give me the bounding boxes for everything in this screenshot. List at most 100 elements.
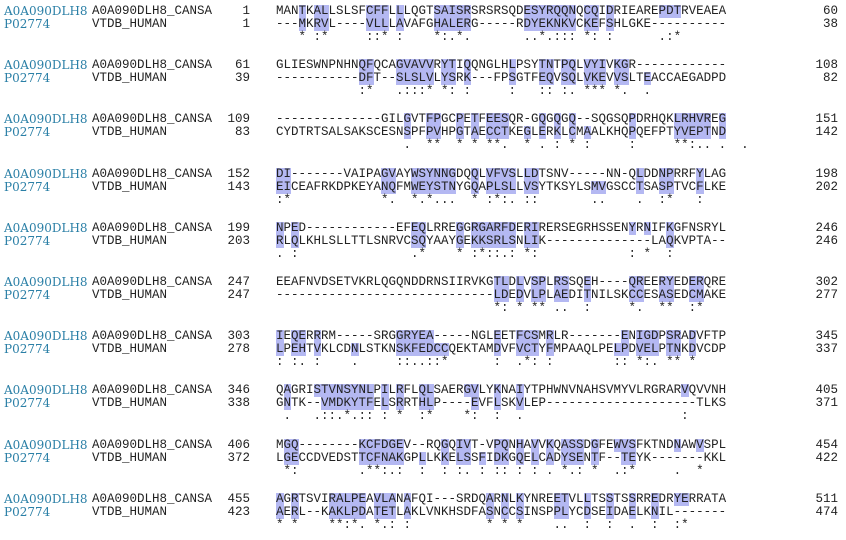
- residue-highlight: [471, 234, 479, 248]
- residue-highlight: [396, 343, 404, 357]
- residue-highlight: [531, 167, 539, 181]
- end-position: 202: [815, 179, 838, 194]
- residue-highlight: [283, 438, 291, 452]
- sequence: RLQLKHLSLLTTLSNRVCSQYAAYGEKKSRLSNLIK----…: [276, 233, 727, 248]
- residue-highlight: [276, 330, 284, 344]
- residue-highlight: [561, 451, 569, 465]
- residue-highlight: [448, 72, 456, 86]
- residue-highlight: [583, 5, 591, 18]
- residue-highlight: [418, 384, 426, 398]
- residue-highlight: [591, 180, 599, 194]
- sequence-id: A0A090DLH8: [4, 275, 88, 289]
- residue-highlight: [328, 384, 336, 398]
- start-position: 203: [227, 233, 250, 248]
- residue-highlight: [568, 113, 576, 127]
- residue-highlight: [403, 59, 411, 73]
- residue-highlight: [531, 451, 539, 465]
- residue-highlight: [508, 72, 516, 86]
- residue-highlight: [636, 343, 644, 357]
- residue-highlight: [681, 492, 689, 506]
- residue-highlight: [606, 18, 614, 31]
- residue-highlight: [688, 126, 696, 140]
- residue-highlight: [486, 180, 494, 194]
- residue-highlight: [531, 221, 539, 235]
- residue-highlight: [276, 343, 284, 357]
- start-position: 455: [227, 491, 250, 506]
- residue-highlight: [493, 113, 501, 127]
- sequence-id: A0A090DLH8: [4, 491, 88, 506]
- residue-highlight: [666, 343, 674, 357]
- sequence: QAGRISTVNSYNLPILRFLQLSAERGVLYKNAIYTPHWNV…: [276, 383, 727, 398]
- start-position: 247: [227, 288, 250, 302]
- residue-highlight: [516, 492, 524, 506]
- residue-highlight: [651, 343, 659, 357]
- residue-highlight: [441, 5, 449, 18]
- residue-highlight: [673, 343, 681, 357]
- residue-highlight: [501, 167, 509, 181]
- residue-highlight: [396, 397, 404, 411]
- residue-highlight: [373, 505, 381, 519]
- residue-highlight: [636, 180, 644, 194]
- sequence: ---MKRVL----VLLLAVAFGHALERG-----RDYEKNKV…: [276, 17, 727, 31]
- residue-highlight: [486, 234, 494, 248]
- residue-highlight: [313, 5, 321, 18]
- residue-highlight: [403, 113, 411, 127]
- residue-highlight: [628, 126, 636, 140]
- end-position: 302: [815, 275, 838, 289]
- residue-highlight: [538, 59, 546, 73]
- residue-highlight: [531, 438, 539, 452]
- sequence-id: A0A090DLH8: [4, 112, 88, 127]
- consensus-line: :* .:::* *: : : :: :. *** *. .: [276, 84, 652, 99]
- residue-highlight: [486, 505, 494, 519]
- residue-highlight: [418, 72, 426, 86]
- residue-highlight: [583, 126, 591, 140]
- residue-highlight: [516, 438, 524, 452]
- sequence-id: P02774: [4, 396, 51, 411]
- residue-highlight: [718, 126, 726, 140]
- sequence-id: P02774: [4, 125, 51, 140]
- residue-highlight: [366, 451, 374, 465]
- residue-highlight: [681, 384, 689, 398]
- start-position: 152: [227, 166, 250, 181]
- residue-highlight: [358, 451, 366, 465]
- residue-highlight: [628, 451, 636, 465]
- sequence-name: A0A090DLH8_CANSA: [92, 275, 213, 289]
- start-position: 406: [227, 437, 250, 452]
- residue-highlight: [411, 180, 419, 194]
- residue-highlight: [531, 180, 539, 194]
- sequence: --------------GILGVTFPGCPETFEESQR-GQGQGQ…: [276, 112, 727, 127]
- sequence-name: A0A090DLH8_CANSA: [92, 112, 213, 127]
- residue-highlight: [418, 397, 426, 411]
- residue-highlight: [433, 180, 441, 194]
- residue-highlight: [328, 505, 336, 519]
- residue-highlight: [703, 126, 711, 140]
- residue-highlight: [441, 18, 449, 31]
- residue-highlight: [493, 438, 501, 452]
- residue-highlight: [658, 167, 666, 181]
- residue-highlight: [666, 276, 674, 289]
- residue-highlight: [388, 438, 396, 452]
- residue-highlight: [501, 276, 509, 289]
- residue-highlight: [673, 492, 681, 506]
- residue-highlight: [568, 438, 576, 452]
- residue-highlight: [636, 289, 644, 302]
- residue-highlight: [651, 505, 659, 519]
- residue-highlight: [598, 180, 606, 194]
- residue-highlight: [486, 113, 494, 127]
- residue-highlight: [388, 180, 396, 194]
- residue-highlight: [523, 343, 531, 357]
- residue-highlight: [523, 167, 531, 181]
- residue-highlight: [456, 221, 464, 235]
- residue-highlight: [613, 72, 621, 86]
- residue-highlight: [501, 234, 509, 248]
- residue-highlight: [448, 59, 456, 73]
- residue-highlight: [516, 330, 524, 344]
- residue-highlight: [418, 343, 426, 357]
- residue-highlight: [381, 167, 389, 181]
- residue-highlight: [688, 343, 696, 357]
- residue-highlight: [321, 397, 329, 411]
- residue-highlight: [546, 5, 554, 18]
- residue-highlight: [538, 126, 546, 140]
- residue-highlight: [591, 438, 599, 452]
- residue-highlight: [433, 167, 441, 181]
